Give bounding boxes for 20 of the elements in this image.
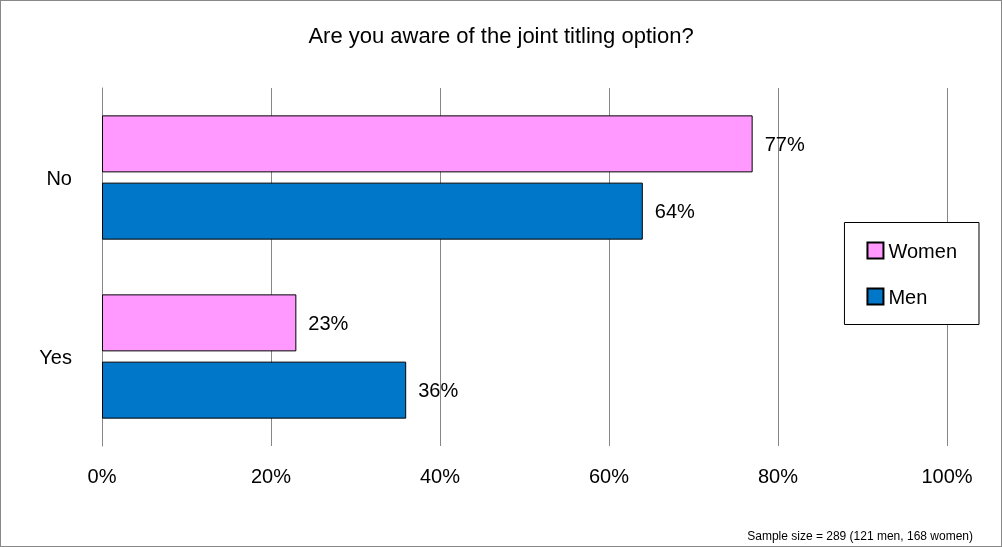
bar	[102, 361, 407, 419]
data-label: 23%	[308, 311, 349, 334]
bar	[102, 115, 753, 173]
legend-label: Women	[888, 239, 957, 262]
text: Sample size = 289 (121 men, 168 women)	[747, 529, 974, 543]
data-label: 64%	[654, 200, 696, 223]
data-label: 36%	[418, 379, 459, 402]
y-tick-label: Yes	[39, 345, 72, 368]
x-tick-label: 100%	[921, 465, 973, 487]
x-tick-label: 0%	[87, 465, 117, 487]
x-tick-label: 40%	[419, 465, 461, 487]
x-tick-label: 60%	[588, 465, 630, 487]
legend-label: Men	[888, 285, 928, 308]
x-tick-label: 20%	[250, 465, 292, 487]
bar	[102, 294, 297, 352]
y-tick-label: No	[46, 166, 72, 189]
bar	[102, 182, 643, 240]
x-tick-label: 80%	[757, 465, 799, 487]
chart-title: Are you aware of the joint titling option?	[308, 22, 694, 48]
data-label: 77%	[764, 132, 805, 155]
